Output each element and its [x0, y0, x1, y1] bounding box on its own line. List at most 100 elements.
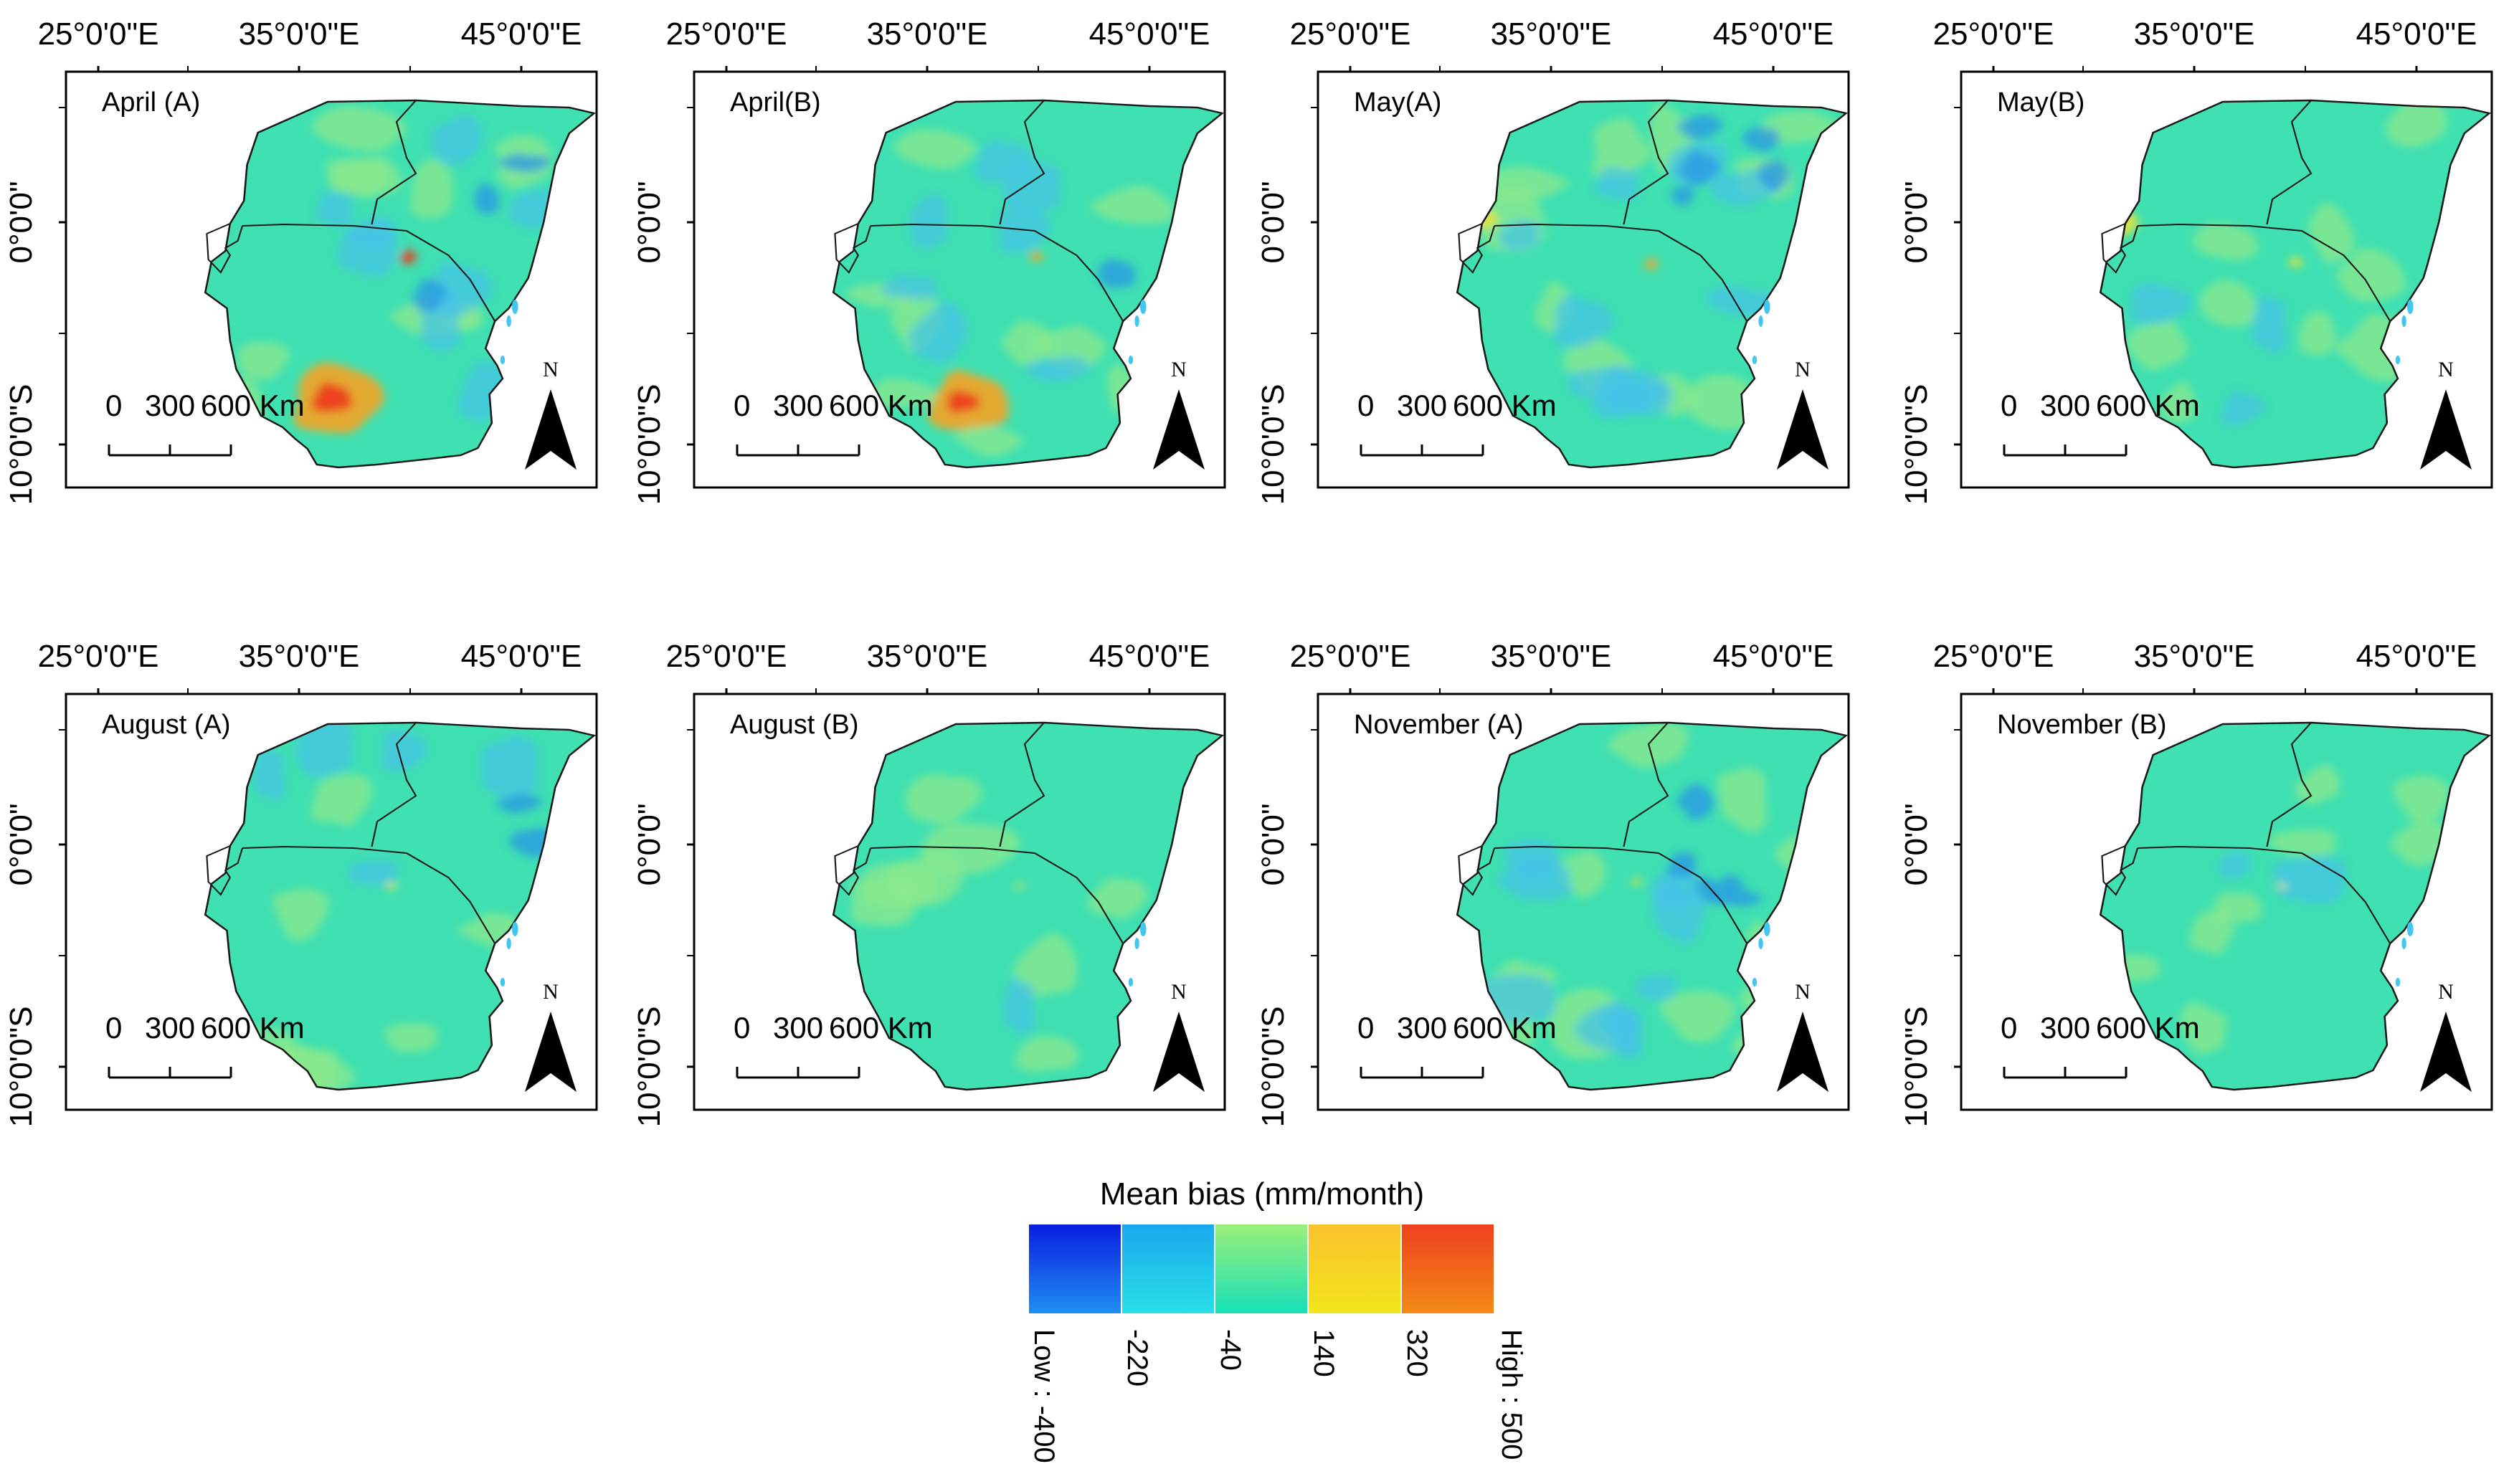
green-patch [2308, 202, 2355, 264]
country-border [1494, 223, 1748, 322]
map-panel: 25°0'0"E 35°0'0"E 45°0'0"E 0°0'0" 10°0'0"S No… [1256, 639, 1850, 1128]
north-arrow-right [1803, 1012, 1828, 1092]
green-patch [1015, 1036, 1078, 1072]
panels-layer: 25°0'0"E 35°0'0"E 45°0'0"E 0°0'0" 10°0'0"S Ap… [4, 16, 2493, 1128]
water-speck [1752, 356, 1758, 364]
blue-patch [2130, 282, 2194, 325]
bias-raster [833, 723, 1223, 1090]
scale-label: 0 [1357, 389, 1374, 422]
green-patch [2199, 280, 2260, 327]
country-border [871, 223, 1124, 322]
blue-patch [1002, 163, 1062, 212]
green-patch [2295, 764, 2340, 805]
map-region [1456, 99, 1849, 469]
scale-label: 0 [2001, 1011, 2017, 1045]
scale-bar: 0 300 600 Km [105, 389, 305, 457]
country-border [242, 845, 496, 944]
country-border [2138, 223, 2391, 322]
scale-label: 300 [145, 1011, 195, 1045]
north-label: N [1795, 358, 1811, 381]
deep-blue-patch [1711, 889, 1763, 907]
longitude-label: 35°0'0"E [239, 16, 360, 52]
longitude-label: 45°0'0"E [2356, 639, 2477, 674]
legend-swatch [1402, 1224, 1494, 1313]
scale-label: 600 Km [201, 1011, 305, 1045]
blue-patch [1595, 166, 1640, 201]
hot-spot [1631, 878, 1643, 886]
map-region [2099, 721, 2492, 1091]
deep-blue-patch [1676, 114, 1723, 140]
legend-swatch [1029, 1224, 1121, 1313]
green-patch [411, 159, 454, 219]
panel-title: April(B) [730, 87, 821, 118]
green-patch [1592, 118, 1651, 180]
bias-raster [2100, 100, 2490, 467]
north-arrow-left [1153, 389, 1179, 470]
water-speck [2406, 922, 2414, 936]
map-panel: 25°0'0"E 35°0'0"E 45°0'0"E 0°0'0" 10°0'0"S Ma… [1256, 16, 1850, 505]
north-arrow-left [1777, 389, 1803, 470]
longitude-label: 25°0'0"E [1290, 16, 1411, 52]
north-arrow: N [2420, 980, 2472, 1092]
legend-break-label: 320 [1401, 1329, 1433, 1377]
longitude-label: 35°0'0"E [2134, 16, 2255, 52]
green-patch [905, 774, 982, 824]
longitude-label: 45°0'0"E [1089, 16, 1210, 52]
latitude-label: 10°0'0"S [4, 384, 39, 505]
deep-blue-patch [1758, 159, 1789, 193]
blue-patch [1636, 974, 1676, 1002]
water-speck [2401, 938, 2406, 949]
north-arrow: N [1153, 358, 1205, 470]
longitude-label: 25°0'0"E [1933, 16, 2054, 52]
legend-break-label: 140 [1308, 1329, 1339, 1377]
legend-break-label: Low : -400 [1028, 1329, 1060, 1463]
scale-line [2003, 1067, 2128, 1079]
north-arrow: N [525, 358, 577, 470]
north-label: N [2438, 358, 2454, 381]
hot-spot [1030, 251, 1043, 262]
north-arrow: N [2420, 358, 2472, 470]
green-patch [2180, 1002, 2226, 1055]
north-label: N [1171, 358, 1187, 381]
latitude-label: 0°0'0" [1256, 803, 1291, 885]
scale-line [1360, 444, 1484, 457]
panel-title: November (B) [1997, 710, 2167, 740]
country-border [834, 845, 872, 896]
north-label: N [2438, 980, 2454, 1004]
water-speck [500, 356, 506, 364]
panel-title: May(A) [1354, 87, 1441, 118]
latitude-label: 0°0'0" [1256, 181, 1291, 263]
country-border [2266, 722, 2313, 847]
scale-bar: 0 300 600 Km [734, 1011, 933, 1079]
panel-title: May(B) [1997, 87, 2084, 118]
scale-label: 600 Km [2096, 1011, 2200, 1045]
green-patch [2158, 381, 2197, 423]
green-patch [1002, 320, 1054, 366]
green-patch [954, 424, 1023, 457]
deep-blue-patch [1678, 149, 1720, 186]
blue-patch [2273, 856, 2347, 905]
water-speck [500, 978, 506, 986]
scale-label: 0 [1357, 1011, 1374, 1045]
latitude-label: 0°0'0" [4, 803, 39, 885]
blue-patch [480, 736, 539, 798]
latitude-label: 10°0'0"S [632, 1007, 667, 1128]
deep-blue-patch [1742, 126, 1780, 152]
longitude-label: 45°0'0"E [2356, 16, 2477, 52]
deep-blue-patch [1676, 784, 1715, 820]
blue-patch [1025, 356, 1091, 382]
latitude-label: 10°0'0"S [1256, 1007, 1291, 1128]
water-speck [511, 922, 518, 936]
north-arrow-right [1179, 389, 1205, 470]
green-patch [2193, 223, 2259, 260]
longitude-label: 25°0'0"E [666, 639, 787, 674]
country-outline [2099, 721, 2492, 1091]
country-border [1623, 722, 1669, 847]
north-label: N [1171, 980, 1187, 1004]
deep-blue-patch [412, 278, 446, 313]
green-patch [273, 889, 328, 941]
hot-spot [1015, 883, 1025, 890]
latitude-label: 0°0'0" [1899, 181, 1934, 263]
scale-label: 300 [145, 389, 195, 422]
water-speck [1134, 315, 1139, 327]
